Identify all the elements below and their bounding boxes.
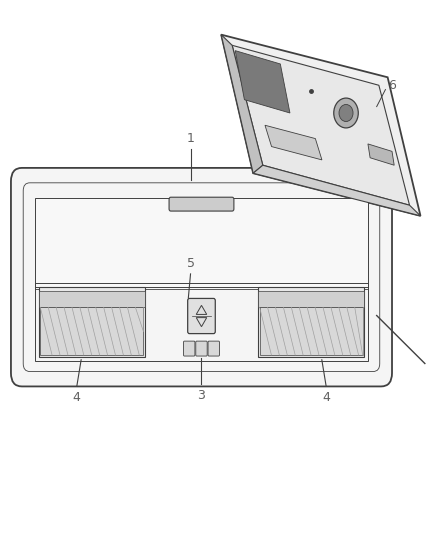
Text: 6: 6 bbox=[388, 79, 396, 92]
Polygon shape bbox=[265, 125, 322, 160]
Circle shape bbox=[334, 98, 358, 128]
FancyBboxPatch shape bbox=[184, 341, 195, 356]
FancyBboxPatch shape bbox=[11, 168, 392, 386]
Bar bbox=[39, 287, 145, 357]
Polygon shape bbox=[221, 35, 263, 173]
Text: 4: 4 bbox=[322, 391, 330, 403]
Circle shape bbox=[339, 104, 353, 122]
Bar bbox=[260, 308, 363, 355]
Polygon shape bbox=[368, 144, 394, 165]
Text: 3: 3 bbox=[198, 389, 205, 401]
Polygon shape bbox=[232, 45, 410, 205]
Bar bbox=[35, 282, 368, 361]
Bar bbox=[258, 287, 364, 357]
Text: 5: 5 bbox=[187, 257, 194, 270]
Text: 4: 4 bbox=[73, 391, 81, 403]
Bar bbox=[40, 308, 143, 355]
Bar bbox=[39, 291, 145, 306]
FancyBboxPatch shape bbox=[187, 298, 215, 334]
Polygon shape bbox=[235, 51, 290, 113]
Polygon shape bbox=[221, 35, 420, 216]
Bar bbox=[258, 291, 364, 306]
FancyBboxPatch shape bbox=[196, 341, 207, 356]
Polygon shape bbox=[253, 165, 420, 216]
Text: 1: 1 bbox=[187, 132, 194, 145]
FancyBboxPatch shape bbox=[208, 341, 219, 356]
Bar bbox=[35, 198, 368, 287]
FancyBboxPatch shape bbox=[169, 197, 234, 211]
